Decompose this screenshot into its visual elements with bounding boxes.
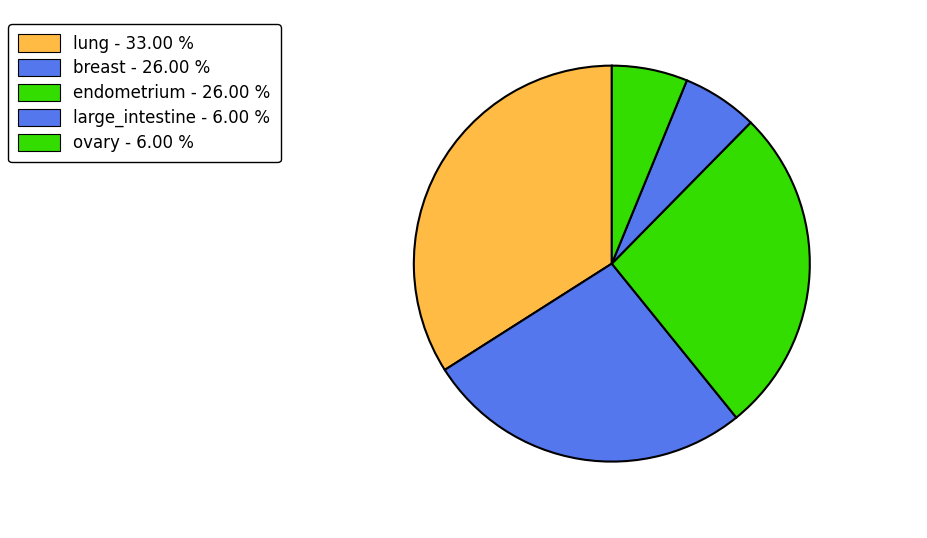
Wedge shape	[612, 123, 810, 417]
Legend: lung - 33.00 %, breast - 26.00 %, endometrium - 26.00 %, large_intestine - 6.00 : lung - 33.00 %, breast - 26.00 %, endome…	[8, 24, 281, 162]
Wedge shape	[413, 66, 612, 370]
Wedge shape	[612, 80, 751, 264]
Wedge shape	[445, 264, 736, 462]
Wedge shape	[612, 66, 687, 264]
